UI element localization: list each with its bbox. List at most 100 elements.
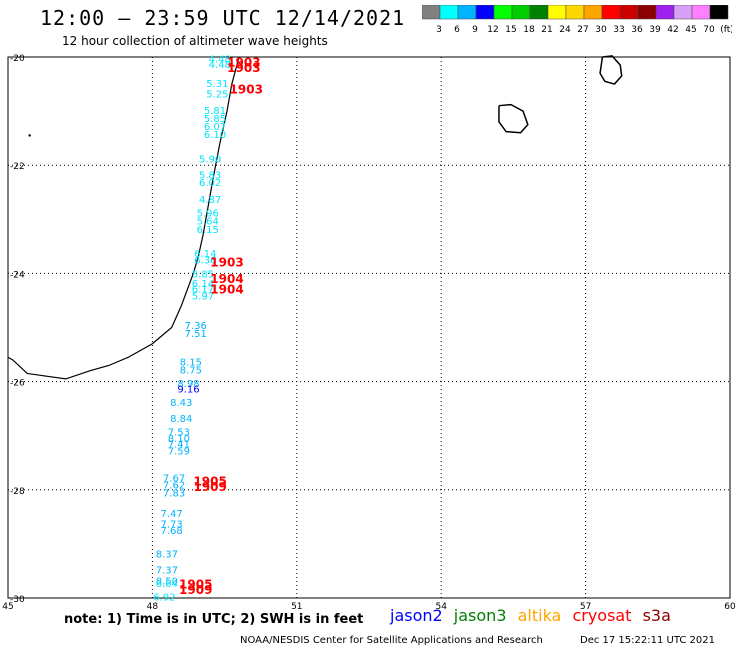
credit-text: NOAA/NESDIS Center for Satellite Applica… bbox=[240, 635, 543, 646]
legend-label: 45 bbox=[685, 25, 696, 35]
wave-height-label: 6.10 bbox=[204, 130, 226, 141]
wave-height-label: 4.87 bbox=[199, 195, 221, 206]
satellite-altika: altika bbox=[517, 606, 562, 625]
wave-height-label: 6.07 bbox=[204, 122, 226, 133]
wave-height-label: 5.83 bbox=[199, 171, 221, 182]
islet bbox=[28, 134, 31, 137]
page-title: 12:00 – 23:59 UTC 12/14/2021 bbox=[40, 6, 406, 30]
lat-tick-label: -24 bbox=[10, 270, 25, 280]
wave-height-label: 6.14 bbox=[194, 249, 216, 260]
wave-height-label: 8.10 bbox=[168, 434, 190, 445]
wave-height-label: 7.62 bbox=[163, 481, 185, 492]
time-label: 1903 bbox=[230, 82, 263, 96]
wave-height-label: 8.84 bbox=[170, 414, 192, 425]
time-label: 1903 bbox=[210, 256, 243, 270]
lon-tick-label: 48 bbox=[147, 602, 159, 612]
legend-label: 21 bbox=[541, 25, 552, 35]
time-label: 1909 bbox=[179, 583, 212, 597]
legend-label: 33 bbox=[613, 25, 624, 35]
wave-height-label: 8.50 bbox=[156, 576, 178, 587]
wave-height-label: 7.68 bbox=[161, 526, 183, 537]
time-label: 1903 bbox=[227, 61, 260, 75]
wave-height-label: 4.48 bbox=[209, 60, 231, 71]
lat-tick-label: -26 bbox=[10, 379, 25, 389]
legend-label: 39 bbox=[649, 25, 661, 35]
legend-label: 42 bbox=[667, 25, 678, 35]
wave-height-label: 8.43 bbox=[170, 398, 192, 409]
wave-height-label: 5.64 bbox=[197, 217, 219, 228]
wave-height-label: 5.96 bbox=[197, 209, 219, 220]
time-label: 1904 bbox=[210, 272, 243, 286]
time-label: 1903 bbox=[227, 55, 260, 69]
wave-height-label: 5.97 bbox=[192, 291, 214, 302]
satellite-jason2: jason2 bbox=[390, 606, 443, 625]
legend-label: 9 bbox=[472, 25, 478, 35]
wave-height-label: 6.92 bbox=[153, 593, 175, 604]
wave-height-label: 8.37 bbox=[156, 549, 178, 560]
lat-tick-label: -30 bbox=[10, 595, 25, 605]
time-label: 1909 bbox=[193, 480, 226, 494]
wave-height-label: 7.37 bbox=[156, 566, 178, 577]
lon-tick-label: 51 bbox=[291, 602, 302, 612]
wave-height-label: 5.90 bbox=[199, 154, 221, 165]
legend-label: 30 bbox=[595, 25, 607, 35]
lon-tick-label: 54 bbox=[435, 602, 447, 612]
mauritius-island bbox=[599, 55, 623, 85]
satellite-cryosat: cryosat bbox=[572, 606, 632, 625]
satellite-legend: jason2 jason3 altika cryosat s3a bbox=[390, 606, 677, 625]
wave-height-label: 8.75 bbox=[180, 365, 202, 376]
wave-height-label: 6.14 bbox=[192, 279, 214, 290]
legend-label: 24 bbox=[559, 25, 571, 35]
wave-height-label: 5.31 bbox=[206, 79, 228, 90]
footnote: note: 1) Time is in UTC; 2) SWH is in fe… bbox=[64, 612, 364, 627]
wave-height-label: 6.02 bbox=[199, 178, 221, 189]
wave-height-label: 6.15 bbox=[197, 225, 219, 236]
wave-height-label: 6.36 bbox=[194, 256, 216, 267]
legend-label: (ft) bbox=[720, 25, 732, 35]
legend-label: 3 bbox=[436, 25, 442, 35]
legend-label: 27 bbox=[577, 25, 588, 35]
wave-height-label: 6.64 bbox=[156, 579, 178, 590]
wave-height-label: 7.36 bbox=[185, 321, 207, 332]
legend-label: 36 bbox=[631, 25, 643, 35]
wave-height-label: 9.16 bbox=[177, 384, 199, 395]
wave-height-label: 7.53 bbox=[168, 428, 190, 439]
wave-height-label: 7.59 bbox=[168, 447, 190, 458]
wave-height-label: 4.48 bbox=[209, 54, 231, 65]
lon-tick-label: 45 bbox=[2, 602, 13, 612]
time-label: 1905 bbox=[179, 577, 212, 591]
wave-height-label: 7.73 bbox=[161, 520, 183, 531]
satellite-jason3: jason3 bbox=[453, 606, 507, 625]
wave-height-label: 8.15 bbox=[180, 357, 202, 368]
satellite-s3a: s3a bbox=[642, 606, 671, 625]
reunion-island bbox=[498, 103, 529, 134]
wave-height-label: 7.67 bbox=[163, 474, 185, 485]
legend-label: 18 bbox=[523, 25, 535, 35]
lon-tick-label: 60 bbox=[724, 602, 736, 612]
lat-tick-label: -20 bbox=[10, 54, 25, 64]
lat-tick-label: -22 bbox=[10, 162, 25, 172]
wave-height-label: 5.25 bbox=[206, 90, 228, 101]
legend-swatch bbox=[709, 5, 729, 20]
wave-height-label: 7.83 bbox=[163, 488, 185, 499]
wave-height-label: 8.98 bbox=[177, 379, 199, 390]
legend-label: 15 bbox=[505, 25, 516, 35]
legend-label: 12 bbox=[487, 25, 498, 35]
madagascar-coastline bbox=[7, 56, 240, 380]
legend-label: 6 bbox=[454, 25, 460, 35]
legend-label: 70 bbox=[703, 25, 715, 35]
time-label: 1905 bbox=[193, 475, 226, 489]
wave-height-label: 5.85 bbox=[204, 114, 226, 125]
wave-height-label: 5.85 bbox=[192, 270, 214, 281]
map-frame bbox=[7, 56, 731, 599]
wave-height-label: 6.17 bbox=[192, 284, 214, 295]
generated-timestamp: Dec 17 15:22:11 UTC 2021 bbox=[580, 635, 715, 646]
time-label: 1904 bbox=[210, 283, 243, 297]
wave-height-label: 7.51 bbox=[185, 329, 207, 340]
wave-height-label: 7.47 bbox=[161, 509, 183, 520]
lat-tick-label: -28 bbox=[10, 487, 25, 497]
wave-height-label: 7.41 bbox=[168, 440, 190, 451]
page-subtitle: 12 hour collection of altimeter wave hei… bbox=[62, 34, 328, 48]
